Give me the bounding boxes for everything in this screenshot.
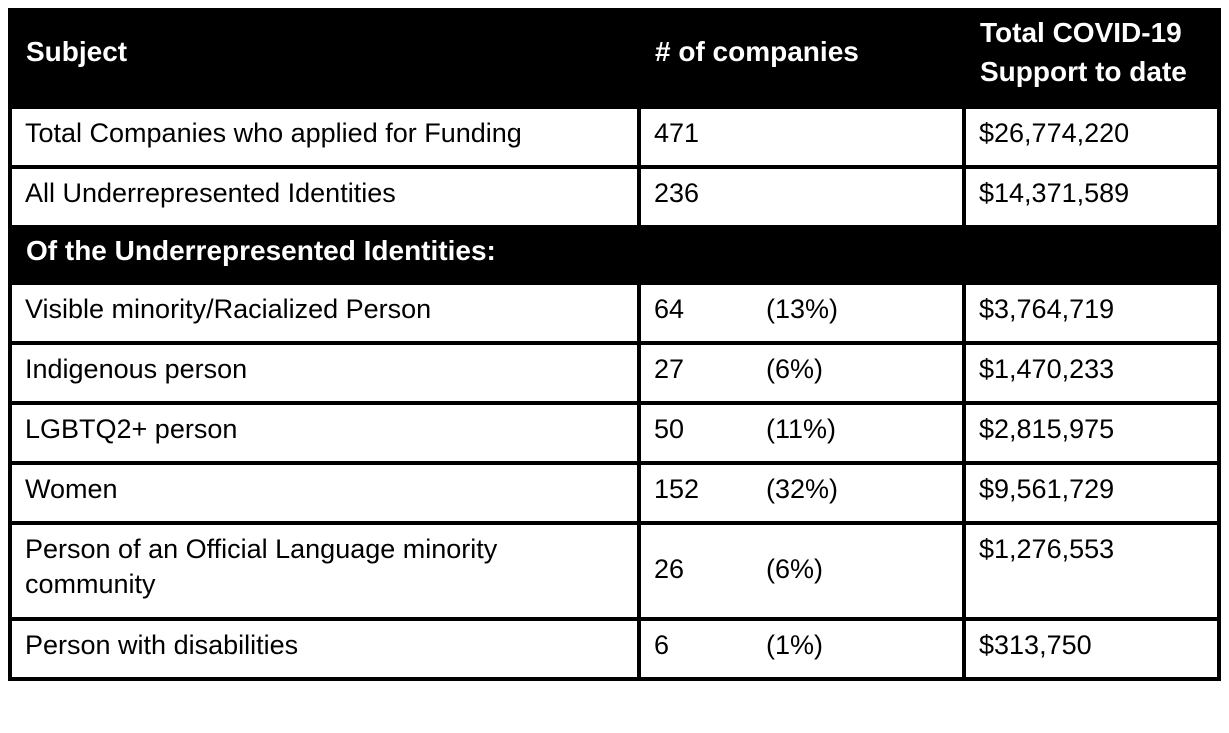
table-row: Visible minority/Racialized Person 64 (13… bbox=[8, 281, 1221, 345]
companies-count: 471 bbox=[654, 118, 700, 148]
subject-cell: Person of an Official Language minority … bbox=[8, 521, 641, 621]
header-support-line1: Total COVID-19 bbox=[980, 16, 1182, 48]
header-support-line2: Support to date bbox=[980, 55, 1187, 87]
companies-count: 64 bbox=[654, 294, 685, 324]
companies-count: 152 bbox=[654, 474, 700, 504]
table-row: Indigenous person 27 (6%) $1,470,233 bbox=[8, 341, 1221, 405]
header-companies-label: # of companies bbox=[655, 36, 859, 67]
companies-count: 27 bbox=[654, 354, 685, 384]
table-row: LGBTQ2+ person 50 (11%) $2,815,975 bbox=[8, 401, 1221, 465]
section-header-cell: Of the Underrepresented Identities: bbox=[8, 225, 1221, 285]
header-cell-support: Total COVID-19 Support to date bbox=[962, 8, 1221, 109]
header-cell-subject: Subject bbox=[8, 8, 641, 109]
companies-cell: 152 (32%) bbox=[637, 461, 966, 525]
support-cell: $9,561,729 bbox=[962, 461, 1221, 525]
subject-cell: Total Companies who applied for Funding bbox=[8, 105, 641, 169]
companies-cell: 50 (11%) bbox=[637, 401, 966, 465]
companies-percent: (13%) bbox=[766, 294, 839, 324]
companies-percent: (6%) bbox=[766, 553, 824, 584]
companies-count: 50 bbox=[654, 414, 685, 444]
support-cell: $2,815,975 bbox=[962, 401, 1221, 465]
table-row: Total Companies who applied for Funding … bbox=[8, 105, 1221, 169]
subject-cell: Indigenous person bbox=[8, 341, 641, 405]
companies-percent: (32%) bbox=[766, 474, 839, 504]
table-row: Women 152 (32%) $9,561,729 bbox=[8, 461, 1221, 525]
companies-cell: 236 bbox=[637, 165, 966, 229]
table-row: Person with disabilities 6 (1%) $313,750 bbox=[8, 617, 1221, 681]
companies-count: 6 bbox=[654, 630, 670, 660]
subject-cell: Person with disabilities bbox=[8, 617, 641, 681]
companies-cell: 26 (6%) bbox=[637, 521, 966, 621]
companies-cell: 64 (13%) bbox=[637, 281, 966, 345]
support-cell: $14,371,589 bbox=[962, 165, 1221, 229]
header-subject-label: Subject bbox=[26, 36, 128, 67]
support-cell: $1,470,233 bbox=[962, 341, 1221, 405]
support-cell: $313,750 bbox=[962, 617, 1221, 681]
support-cell: $26,774,220 bbox=[962, 105, 1221, 169]
table-row: Person of an Official Language minority … bbox=[8, 521, 1221, 621]
subject-cell: All Underrepresented Identities bbox=[8, 165, 641, 229]
table-header-row: Subject # of companies Total COVID-19 Su… bbox=[8, 8, 1221, 109]
companies-cell: 27 (6%) bbox=[637, 341, 966, 405]
companies-cell: 6 (1%) bbox=[637, 617, 966, 681]
companies-percent: (11%) bbox=[766, 414, 837, 444]
section-header-row: Of the Underrepresented Identities: bbox=[8, 225, 1221, 285]
header-cell-companies: # of companies bbox=[637, 8, 966, 109]
covid-support-table: Subject # of companies Total COVID-19 Su… bbox=[8, 8, 1221, 681]
companies-count: 26 bbox=[654, 553, 685, 584]
support-cell: $3,764,719 bbox=[962, 281, 1221, 345]
table-row: All Underrepresented Identities 236 $14,… bbox=[8, 165, 1221, 229]
companies-count: 236 bbox=[654, 178, 700, 208]
companies-percent: (1%) bbox=[766, 630, 824, 660]
subject-cell: Women bbox=[8, 461, 641, 525]
companies-percent: (6%) bbox=[766, 354, 824, 384]
companies-cell: 471 bbox=[637, 105, 966, 169]
support-cell: $1,276,553 bbox=[962, 521, 1221, 621]
subject-cell: LGBTQ2+ person bbox=[8, 401, 641, 465]
subject-cell: Visible minority/Racialized Person bbox=[8, 281, 641, 345]
